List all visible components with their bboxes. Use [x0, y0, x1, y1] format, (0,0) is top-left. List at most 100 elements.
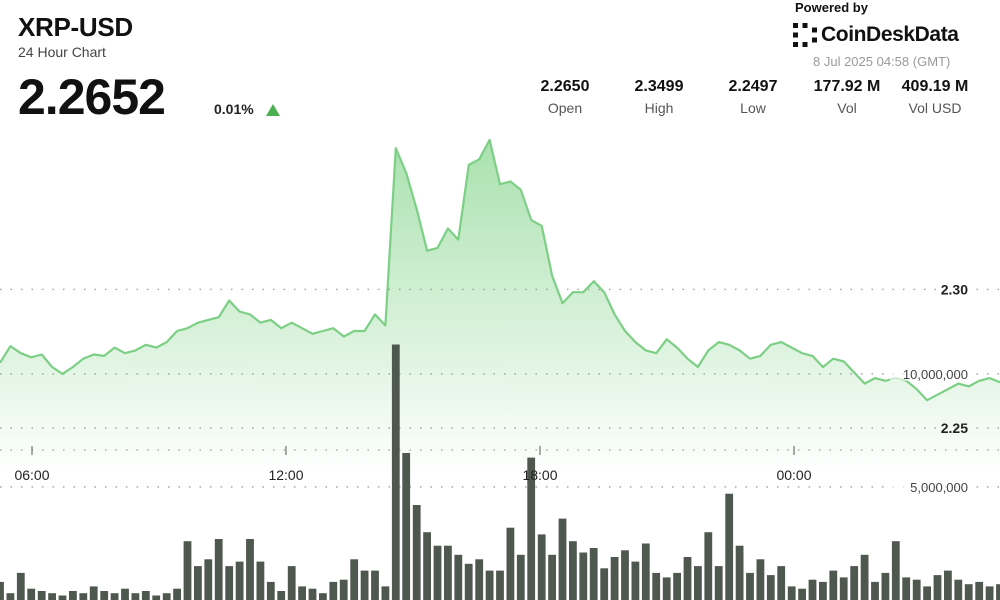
volume-bar — [850, 566, 859, 600]
volume-bar — [891, 541, 900, 600]
volume-bar — [746, 572, 754, 600]
volume-bar — [360, 570, 369, 600]
time-tick-label: 00:00 — [776, 467, 811, 483]
volume-label-bg — [890, 364, 970, 381]
volume-bar — [69, 591, 77, 600]
volume-bar — [860, 554, 869, 600]
volume-bar — [110, 593, 119, 600]
current-price: 2.2652 — [18, 69, 166, 125]
volume-bar — [537, 534, 546, 600]
volume-bar — [516, 554, 525, 600]
volume-bar — [954, 579, 963, 600]
volume-bar — [912, 579, 921, 600]
volume-bar — [454, 554, 463, 600]
volume-bar — [777, 566, 786, 600]
volume-bar — [548, 554, 556, 600]
volume-bar — [381, 586, 390, 600]
volume-bar — [871, 581, 879, 600]
volume-bar — [735, 545, 744, 600]
stat-low-value: 2.2497 — [728, 78, 778, 95]
volume-bar — [975, 581, 984, 600]
volume-bar — [766, 575, 775, 600]
volume-bar — [298, 586, 306, 600]
volume-bar — [235, 561, 244, 600]
volume-tick-label: 10,000,000 — [903, 367, 968, 382]
stat-vol: 177.92 M Vol — [797, 78, 897, 116]
volume-bar — [121, 588, 129, 600]
volume-bar — [558, 518, 567, 600]
volume-bar — [819, 581, 827, 600]
volume-bar — [725, 493, 734, 600]
volume-bar — [944, 570, 952, 600]
stat-high-label: High — [644, 100, 674, 116]
volume-bar — [277, 591, 286, 600]
volume-bar — [902, 577, 911, 600]
volume-bar — [214, 539, 223, 600]
stat-open-value: 2.2650 — [540, 78, 590, 95]
stat-vol-usd-value: 409.19 M — [901, 78, 969, 95]
stat-vol-usd: 409.19 M Vol USD — [885, 78, 985, 116]
volume-bar — [225, 566, 234, 600]
volume-bar — [402, 453, 411, 600]
price-tick-label: 2.25 — [941, 420, 968, 436]
volume-bar — [704, 532, 713, 600]
stat-vol-value: 177.92 M — [813, 78, 881, 95]
volume-bar — [496, 570, 504, 600]
volume-bar — [569, 541, 577, 600]
volume-bar — [662, 577, 671, 600]
volume-bar — [485, 570, 494, 600]
volume-bar — [621, 550, 629, 600]
volume-bar — [27, 588, 36, 600]
volume-bar — [329, 581, 338, 600]
volume-bar — [371, 570, 379, 600]
stat-vol-label: Vol — [837, 100, 857, 116]
stat-low: 2.2497 Low — [703, 78, 803, 116]
price-tick-label: 2.30 — [941, 282, 968, 298]
volume-bar — [204, 559, 213, 600]
stat-open-label: Open — [547, 100, 583, 116]
volume-bar — [839, 577, 848, 600]
volume-bar — [266, 581, 275, 600]
volume-bar — [423, 532, 431, 600]
volume-bar — [673, 572, 681, 600]
volume-bar — [194, 566, 202, 600]
stat-high: 2.3499 High — [609, 78, 709, 116]
volume-bar — [79, 593, 88, 600]
volume-bar — [141, 591, 150, 600]
volume-bar — [412, 505, 421, 600]
volume-bar — [58, 595, 67, 600]
volume-bar — [985, 586, 994, 600]
volume-bar — [808, 579, 817, 600]
coindesk-logo-icon — [793, 23, 817, 47]
volume-bar — [527, 457, 536, 600]
brand-logo[interactable]: CoinDeskData — [793, 20, 959, 50]
volume-bar — [683, 557, 692, 600]
volume-bar — [923, 586, 931, 600]
volume-bar — [287, 566, 296, 600]
volume-bar — [641, 543, 650, 600]
volume-bar — [319, 593, 327, 600]
volume-bar — [475, 559, 484, 600]
volume-bar — [714, 566, 723, 600]
volume-bar — [350, 559, 359, 600]
volume-bar — [89, 586, 98, 600]
volume-bar — [694, 566, 702, 600]
time-tick-label: 12:00 — [268, 467, 303, 483]
volume-bar — [787, 586, 796, 600]
volume-bar — [444, 545, 452, 600]
volume-bar — [631, 561, 640, 600]
volume-bar — [506, 527, 515, 600]
volume-bar — [173, 588, 181, 600]
brand-name: CoinDeskData — [821, 23, 959, 46]
volume-bar — [0, 581, 4, 600]
time-tick-label: 06:00 — [14, 467, 49, 483]
stat-low-label: Low — [740, 100, 766, 116]
volume-bar — [162, 593, 171, 600]
volume-bar — [829, 570, 838, 600]
volume-bar — [579, 552, 588, 600]
volume-bar — [16, 572, 25, 600]
powered-by-label: Powered by — [795, 0, 868, 15]
volume-label-bg — [890, 478, 970, 494]
stat-vol-usd-label: Vol USD — [908, 100, 962, 116]
